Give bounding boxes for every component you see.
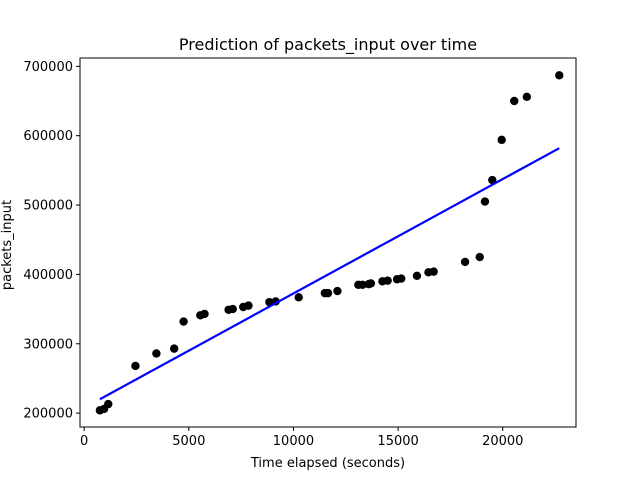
data-point <box>323 288 333 298</box>
y-axis: 200000 300000 400000 500000 600000 700000 <box>23 60 80 422</box>
data-point <box>383 276 392 285</box>
x-tick-label: 20000 <box>482 434 523 449</box>
data-point <box>397 274 406 283</box>
data-point <box>169 344 179 353</box>
data-point <box>294 293 303 302</box>
data-point <box>131 361 140 371</box>
y-tick-label: 200000 <box>23 407 73 422</box>
data-point <box>412 271 422 280</box>
x-tick-label: 15000 <box>377 434 418 449</box>
plot-frame <box>79 57 577 428</box>
x-axis-label: Time elapsed (seconds) <box>250 456 405 471</box>
x-tick-label: 10000 <box>273 434 314 449</box>
data-point <box>429 267 438 276</box>
y-tick-label: 400000 <box>23 268 73 283</box>
y-axis-label: packets_input <box>0 200 15 290</box>
data-point <box>104 399 113 409</box>
data-point <box>497 135 506 145</box>
data-point <box>522 92 532 102</box>
data-point <box>488 175 497 185</box>
data-point <box>510 96 519 106</box>
data-point <box>460 257 470 267</box>
plot-area <box>95 71 564 415</box>
data-point <box>366 279 376 288</box>
data-point <box>228 304 237 314</box>
data-point <box>475 252 484 262</box>
y-tick-label: 300000 <box>23 337 73 352</box>
data-point <box>152 349 161 358</box>
data-point <box>179 317 188 326</box>
data-point <box>200 309 209 319</box>
y-tick-label: 600000 <box>23 129 73 144</box>
data-point <box>480 197 490 206</box>
data-point <box>244 301 253 310</box>
data-point <box>333 286 342 296</box>
x-axis: 0 5000 10000 15000 20000 <box>80 427 523 449</box>
y-tick-label: 500000 <box>23 199 73 214</box>
data-point <box>358 280 367 290</box>
x-tick-label: 0 <box>80 434 88 449</box>
x-tick-label: 5000 <box>172 434 205 449</box>
y-tick-label: 700000 <box>23 60 73 75</box>
chart-title: Prediction of packets_input over time <box>179 35 477 55</box>
regression-line <box>99 147 560 401</box>
data-point <box>555 71 564 80</box>
